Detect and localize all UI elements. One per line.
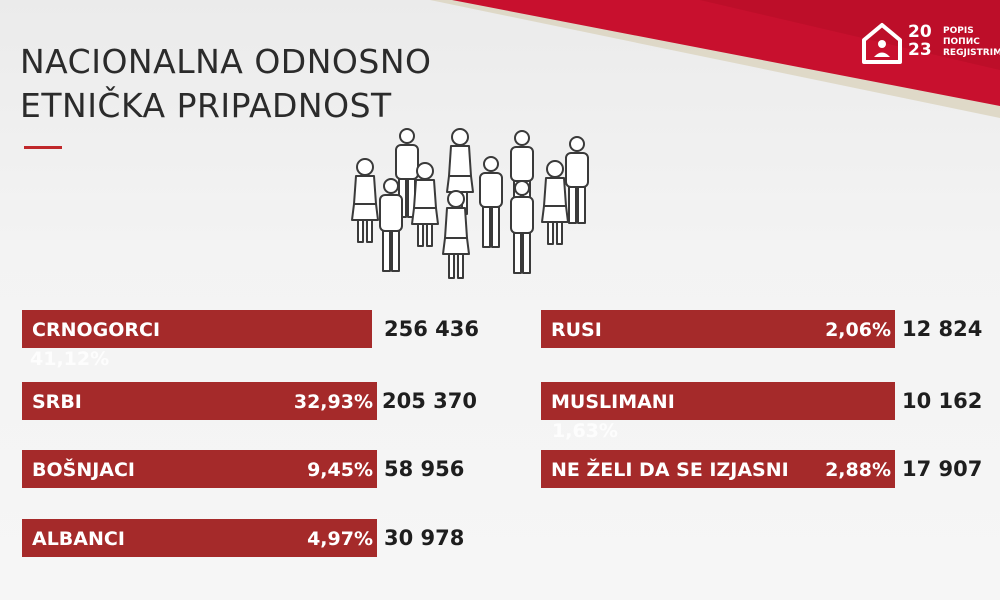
logo-year: 20 23 [908, 23, 932, 59]
bar-label: ALBANCI [32, 528, 125, 550]
group-count: 30 978 [384, 526, 465, 550]
logo-word-latin: POPIS [943, 26, 974, 36]
group-count: 58 956 [384, 457, 465, 481]
group-count: 256 436 [384, 317, 479, 341]
bar-ne-zeli-da-se-izjasni: NE ŽELI DA SE IZJASNI 2,88% [541, 450, 895, 488]
title-line-2: ETNIČKA PRIPADNOST [20, 86, 392, 125]
bar-label: SRBI [32, 391, 82, 413]
bar-muslimani: MUSLIMANI [541, 382, 895, 420]
popis-logo: 20 23 POPIS ПОПИС REGJISTRIMI [860, 20, 1000, 68]
group-count: 12 824 [902, 317, 983, 341]
bar-percent: 9,45% [307, 459, 373, 481]
bar-percent: 32,93% [293, 391, 373, 413]
bar-percent: 2,88% [825, 459, 891, 481]
page-title: NACIONALNA ODNOSNO ETNIČKA PRIPADNOST [20, 40, 431, 128]
header-ribbon [430, 0, 1000, 118]
people-group-icon [351, 128, 589, 279]
logo-year-top: 20 [908, 22, 932, 42]
bar-albanci: ALBANCI 4,97% [22, 519, 377, 557]
logo-year-bottom: 23 [908, 40, 932, 60]
bar-label: BOŠNJACI [32, 459, 136, 481]
title-underline [24, 146, 62, 149]
bar-bosnjaci: BOŠNJACI 9,45% [22, 450, 377, 488]
bar-srbi: SRBI 32,93% [22, 382, 377, 420]
bar-rusi: RUSI 2,06% [541, 310, 895, 348]
bar-percent: 2,06% [825, 319, 891, 341]
bar-percent: 4,97% [307, 528, 373, 550]
logo-word-albanian: REGJISTRIMI [943, 48, 1000, 58]
bar-percent: 41,12% [30, 348, 110, 370]
bar-label: NE ŽELI DA SE IZJASNI [551, 459, 789, 481]
bar-label: CRNOGORCI [32, 319, 161, 341]
group-count: 17 907 [902, 457, 983, 481]
logo-word-cyrillic: ПОПИС [943, 37, 980, 47]
bar-crnogorci: CRNOGORCI [22, 310, 372, 348]
bar-label: RUSI [551, 319, 602, 341]
group-count: 205 370 [382, 389, 477, 413]
title-line-1: NACIONALNA ODNOSNO [20, 42, 432, 81]
bar-percent: 1,63% [552, 420, 618, 442]
logo-words: POPIS ПОПИС REGJISTRIMI [943, 26, 1000, 59]
bar-label: MUSLIMANI [551, 391, 675, 413]
group-count: 10 162 [902, 389, 983, 413]
house-logo-icon [862, 23, 902, 64]
